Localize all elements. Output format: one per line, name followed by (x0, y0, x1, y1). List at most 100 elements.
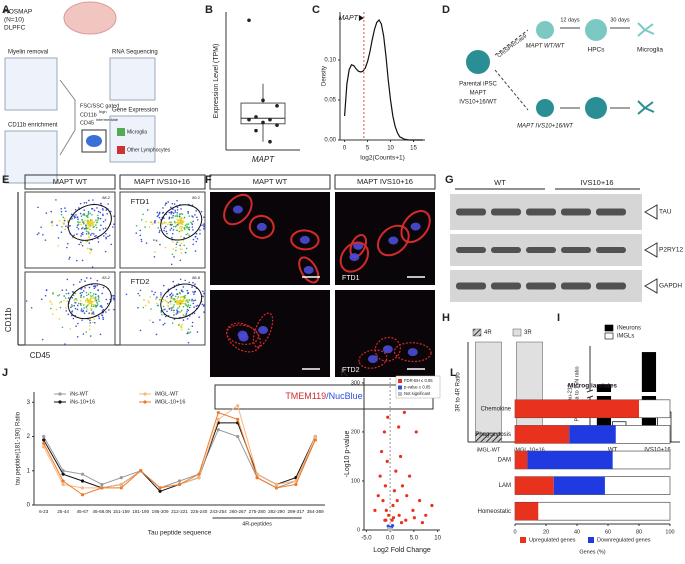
flow-event (172, 212, 175, 215)
flow-event (157, 221, 160, 224)
flow-event (171, 232, 174, 235)
flow-event (100, 202, 102, 205)
flow-event (95, 298, 97, 300)
flow-event (71, 296, 73, 299)
flow-event (165, 315, 167, 318)
flow-event (80, 310, 83, 312)
flow-event (183, 315, 186, 317)
flow-event (202, 295, 205, 298)
flow-event (90, 303, 93, 306)
flow-event (196, 237, 199, 240)
band-arrow (644, 204, 658, 294)
flow-event (94, 297, 96, 299)
flow-event (104, 250, 107, 253)
flow-event (61, 326, 64, 329)
x-tick-label: 60 (605, 529, 611, 535)
marker (216, 410, 220, 415)
flow-event (162, 323, 165, 326)
flow-event (58, 294, 61, 296)
flow-event (86, 308, 89, 310)
label: 83.2 (102, 275, 111, 280)
flow-event (191, 325, 194, 327)
flow-event (63, 219, 66, 222)
flow-event (105, 298, 108, 301)
flow-event (75, 298, 78, 300)
x-tick-label: 0 (513, 529, 516, 535)
y-axis-label: -Log10 p-value (344, 431, 351, 478)
flow-event (188, 215, 191, 217)
flow-event (176, 211, 178, 214)
flow-event (61, 289, 64, 291)
flow-event (102, 209, 104, 211)
point (417, 498, 422, 503)
flow-event (183, 296, 186, 298)
y-tick-label: 3 (27, 400, 31, 406)
facs-population (86, 135, 102, 147)
flow-event (65, 289, 68, 291)
flow-event (97, 296, 100, 299)
flow-event (185, 314, 187, 316)
point (261, 98, 265, 103)
legend-swatch (604, 332, 614, 340)
flow-event (81, 291, 83, 294)
flow-event (198, 316, 200, 318)
flow-event (170, 309, 173, 311)
blot-band (596, 282, 626, 290)
point (261, 120, 265, 125)
flow-event (197, 304, 199, 307)
flow-event (95, 234, 97, 237)
label: 88.2 (102, 195, 111, 200)
flow-event (172, 306, 175, 308)
flow-event (113, 308, 115, 311)
label: Microglia (637, 47, 663, 54)
flow-event (166, 232, 168, 235)
legend-label: iMGL-10+16 (155, 399, 185, 405)
flow-event (176, 297, 179, 300)
flow-event (64, 297, 67, 299)
flow-event (139, 329, 142, 332)
point (254, 128, 258, 133)
nucleus (407, 348, 418, 357)
label: FSC/SSC gated (80, 103, 119, 109)
flow-event (179, 296, 182, 299)
flow-event (71, 311, 73, 313)
marker (119, 486, 123, 490)
flow-event (92, 303, 94, 306)
cell-membrane (290, 229, 320, 251)
flow-event (30, 306, 33, 309)
flow-event (101, 292, 104, 295)
flow-event (55, 199, 57, 201)
cell-membrane (248, 214, 275, 239)
flow-event (80, 308, 83, 310)
flow-event (37, 232, 40, 234)
flow-event (185, 312, 188, 315)
flow-event (181, 248, 183, 251)
flow-event (139, 289, 142, 292)
marker (236, 434, 240, 439)
panel-letter: E (2, 174, 9, 186)
flow-event (88, 300, 91, 302)
label: TAU (659, 209, 672, 216)
flow-event (179, 244, 181, 247)
flow-event (96, 301, 98, 304)
flow-event (193, 312, 196, 315)
marker (236, 404, 240, 408)
legend-swatch (398, 379, 402, 383)
flow-event (203, 311, 205, 313)
flow-event (80, 302, 83, 305)
flow-event (80, 304, 82, 306)
flow-event (181, 216, 183, 219)
flow-event (82, 333, 85, 335)
flow-event (145, 242, 148, 244)
flow-event (181, 220, 183, 223)
flow-event (91, 266, 94, 268)
y-axis-label: tau peptide/(181-190) Ratio (16, 411, 22, 485)
nucleus (410, 222, 421, 231)
flow-event (155, 333, 158, 336)
flow-event (158, 211, 161, 214)
flow-event (179, 213, 182, 215)
flow-event (112, 294, 114, 297)
flow-event (91, 321, 94, 324)
flow-event (105, 209, 108, 211)
flow-event (159, 298, 161, 301)
